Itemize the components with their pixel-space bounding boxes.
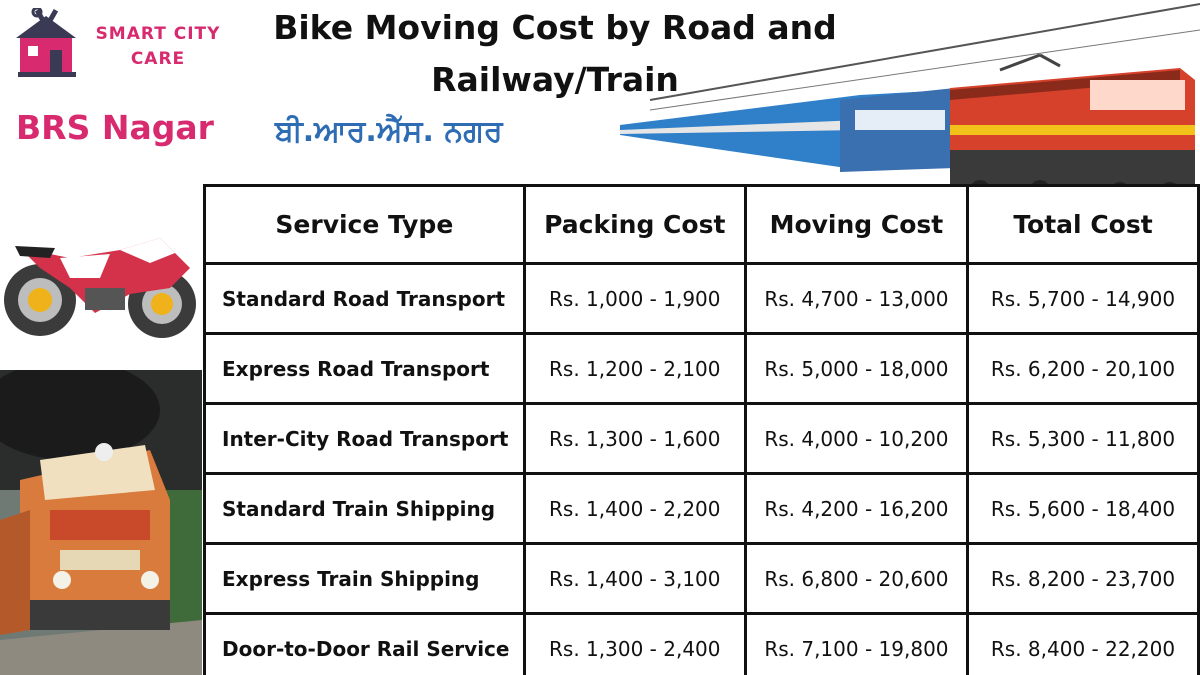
service-type-cell: Inter-City Road Transport (203, 402, 526, 475)
table-row: Express Road Transport Rs. 1,200 - 2,100… (203, 332, 1200, 405)
packing-cost-cell: Rs. 1,400 - 2,200 (522, 472, 747, 545)
table-row: Standard Train Shipping Rs. 1,400 - 2,20… (203, 472, 1200, 545)
table-header-row: Service Type Packing Cost Moving Cost To… (203, 184, 1200, 265)
table-row: Express Train Shipping Rs. 1,400 - 3,100… (203, 542, 1200, 615)
packing-cost-cell: Rs. 1,200 - 2,100 (522, 332, 747, 405)
diesel-locomotive-icon (0, 370, 202, 675)
table-row: Door-to-Door Rail Service Rs. 1,300 - 2,… (203, 612, 1200, 675)
header-total-cost: Total Cost (966, 184, 1200, 265)
table-row: Inter-City Road Transport Rs. 1,300 - 1,… (203, 402, 1200, 475)
page-title: Bike Moving Cost by Road and Railway/Tra… (273, 8, 837, 99)
service-type-cell: Express Train Shipping (203, 542, 526, 615)
packing-cost-cell: Rs. 1,400 - 3,100 (522, 542, 747, 615)
moving-cost-cell: Rs. 6,800 - 20,600 (743, 542, 970, 615)
moving-cost-cell: Rs. 4,000 - 10,200 (743, 402, 970, 475)
moving-cost-cell: Rs. 4,700 - 13,000 (743, 262, 970, 335)
packing-cost-cell: Rs. 1,300 - 1,600 (522, 402, 747, 475)
brand-line-2: CARE (130, 49, 186, 69)
header-packing-cost: Packing Cost (522, 184, 747, 265)
packing-cost-cell: Rs. 1,300 - 2,400 (522, 612, 747, 675)
header-service-type: Service Type (203, 184, 526, 265)
total-cost-cell: Rs. 5,300 - 11,800 (966, 402, 1200, 475)
total-cost-cell: Rs. 8,400 - 22,200 (966, 612, 1200, 675)
total-cost-cell: Rs. 8,200 - 23,700 (966, 542, 1200, 615)
total-cost-cell: Rs. 5,600 - 18,400 (966, 472, 1200, 545)
service-type-cell: Express Road Transport (203, 332, 526, 405)
moving-cost-cell: Rs. 5,000 - 18,000 (743, 332, 970, 405)
packing-cost-cell: Rs. 1,000 - 1,900 (522, 262, 747, 335)
electric-train-icon (620, 3, 1200, 225)
house-tools-logo-icon (16, 8, 76, 77)
diesel-locomotive-photo (0, 370, 202, 675)
service-type-cell: Door-to-Door Rail Service (203, 612, 526, 675)
service-type-cell: Standard Train Shipping (203, 472, 526, 545)
location-punjabi: ਬੀ.ਆਰ.ਐੱਸ. ਨਗਰ (275, 114, 503, 149)
header-moving-cost: Moving Cost (743, 184, 970, 265)
total-cost-cell: Rs. 6,200 - 20,100 (966, 332, 1200, 405)
location-english: BRS Nagar (16, 108, 214, 147)
table-row: Standard Road Transport Rs. 1,000 - 1,90… (203, 262, 1200, 335)
service-type-cell: Standard Road Transport (203, 262, 526, 335)
moving-cost-cell: Rs. 4,200 - 16,200 (743, 472, 970, 545)
price-table: Service Type Packing Cost Moving Cost To… (203, 184, 1200, 675)
brand-line-1: SMART CITY (95, 24, 221, 44)
brand-logo: SMART CITY CARE (10, 8, 225, 88)
sport-bike-icon (4, 238, 196, 338)
total-cost-cell: Rs. 5,700 - 14,900 (966, 262, 1200, 335)
moving-cost-cell: Rs. 7,100 - 19,800 (743, 612, 970, 675)
